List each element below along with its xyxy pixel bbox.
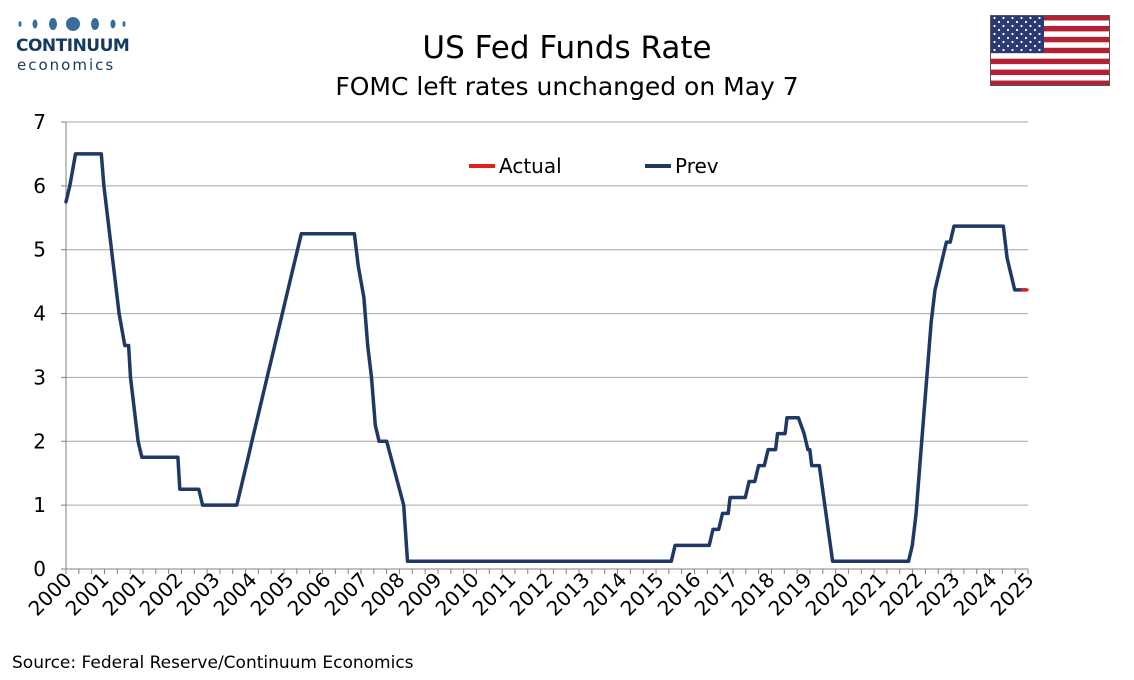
- flag-star: [1029, 48, 1032, 52]
- flag-stripe: [990, 69, 1110, 76]
- y-tick-label: 5: [33, 238, 46, 262]
- flag-star: [1011, 16, 1014, 20]
- flag-star: [1002, 16, 1005, 20]
- y-tick-label: 0: [33, 557, 46, 581]
- flag-stripe: [990, 20, 1110, 27]
- flag-star: [1015, 36, 1019, 40]
- flag-star: [1011, 32, 1014, 36]
- flag-star: [993, 48, 996, 52]
- flag-star: [997, 20, 1001, 24]
- flag-star: [997, 36, 1001, 40]
- flag-star: [1038, 24, 1041, 28]
- flag-star: [1011, 48, 1014, 52]
- flag-star: [1038, 32, 1041, 36]
- flag-star: [1033, 44, 1037, 48]
- legend-label-actual: Actual: [499, 154, 562, 178]
- legend-label-prev: Prev: [675, 154, 719, 178]
- flag-stripe: [990, 42, 1110, 48]
- flag-star: [1029, 16, 1032, 20]
- chart-subtitle: FOMC left rates unchanged on May 7: [335, 72, 799, 101]
- y-tick-label: 1: [33, 493, 46, 517]
- flag-star: [1038, 16, 1041, 20]
- chart-title: US Fed Funds Rate: [422, 30, 712, 66]
- flag-star: [997, 44, 1001, 48]
- flag-stripe: [990, 15, 1110, 21]
- legend: Actual Prev: [469, 154, 719, 178]
- gridlines: [66, 121, 1028, 506]
- flag-star: [1020, 48, 1023, 52]
- continuum-logo: CONTINUUM economics: [14, 14, 134, 76]
- flag-star: [1020, 40, 1023, 44]
- y-tick-labels: 0 1 2 3 4 5 6 7: [33, 110, 46, 581]
- y-tick-label: 3: [33, 365, 46, 389]
- flag-star: [1038, 48, 1041, 52]
- flag-star: [1011, 24, 1014, 28]
- flag-star: [1024, 20, 1028, 24]
- flag-star: [993, 40, 996, 44]
- flag-star: [1006, 36, 1010, 40]
- flag-stripe: [990, 80, 1110, 86]
- source-note: Source: Federal Reserve/Continuum Econom…: [12, 653, 414, 673]
- flag-star: [1020, 24, 1023, 28]
- flag-star: [1002, 24, 1005, 28]
- flag-star: [1033, 36, 1037, 40]
- flag-stripe: [990, 64, 1110, 70]
- flag-star: [1029, 24, 1032, 28]
- flag-star: [1029, 40, 1032, 44]
- flag-star: [1038, 40, 1041, 44]
- flag-stripe: [990, 31, 1110, 38]
- series-line-prev: [64, 152, 1028, 564]
- flag-star: [1015, 44, 1019, 48]
- x-tick-labels: 2000200120012002200320042005200620072008…: [24, 568, 1039, 621]
- flag-stripe: [990, 53, 1110, 59]
- flag-stripe: [990, 47, 1110, 54]
- flag-star: [1020, 32, 1023, 36]
- flag-stripe: [990, 25, 1110, 32]
- flag-star: [993, 24, 996, 28]
- logo-tagline: economics: [17, 56, 116, 74]
- series-lines: [64, 152, 1029, 564]
- flag-star: [1006, 20, 1010, 24]
- flag-star: [1024, 44, 1028, 48]
- y-tick-label: 2: [33, 429, 46, 453]
- flag-star: [1033, 20, 1037, 24]
- flag-star: [1006, 44, 1010, 48]
- flag-star: [993, 16, 996, 20]
- us-flag-icon: [990, 15, 1110, 86]
- flag-stripe: [990, 75, 1110, 81]
- flag-star: [1029, 32, 1032, 36]
- flag-star: [1015, 28, 1019, 32]
- y-tick-label: 6: [33, 174, 46, 198]
- flag-stripe: [990, 36, 1110, 43]
- flag-star: [1002, 48, 1005, 52]
- flag-star: [1020, 16, 1023, 20]
- flag-star: [1024, 28, 1028, 32]
- y-tick-label: 4: [33, 302, 46, 326]
- logo-dots-icon: [18, 17, 126, 31]
- y-tick-label: 7: [33, 110, 46, 134]
- flag-star: [1015, 20, 1019, 24]
- flag-stripe: [990, 58, 1110, 65]
- flag-star: [1024, 36, 1028, 40]
- flag-star: [1011, 40, 1014, 44]
- x-tick-label: 2025: [986, 568, 1039, 621]
- flag-star: [1033, 28, 1037, 32]
- flag-star: [993, 32, 996, 36]
- flag-star: [1002, 32, 1005, 36]
- flag-star: [1006, 28, 1010, 32]
- flag-star: [1002, 40, 1005, 44]
- flag-star: [997, 28, 1001, 32]
- logo-wordmark: CONTINUUM: [16, 36, 130, 56]
